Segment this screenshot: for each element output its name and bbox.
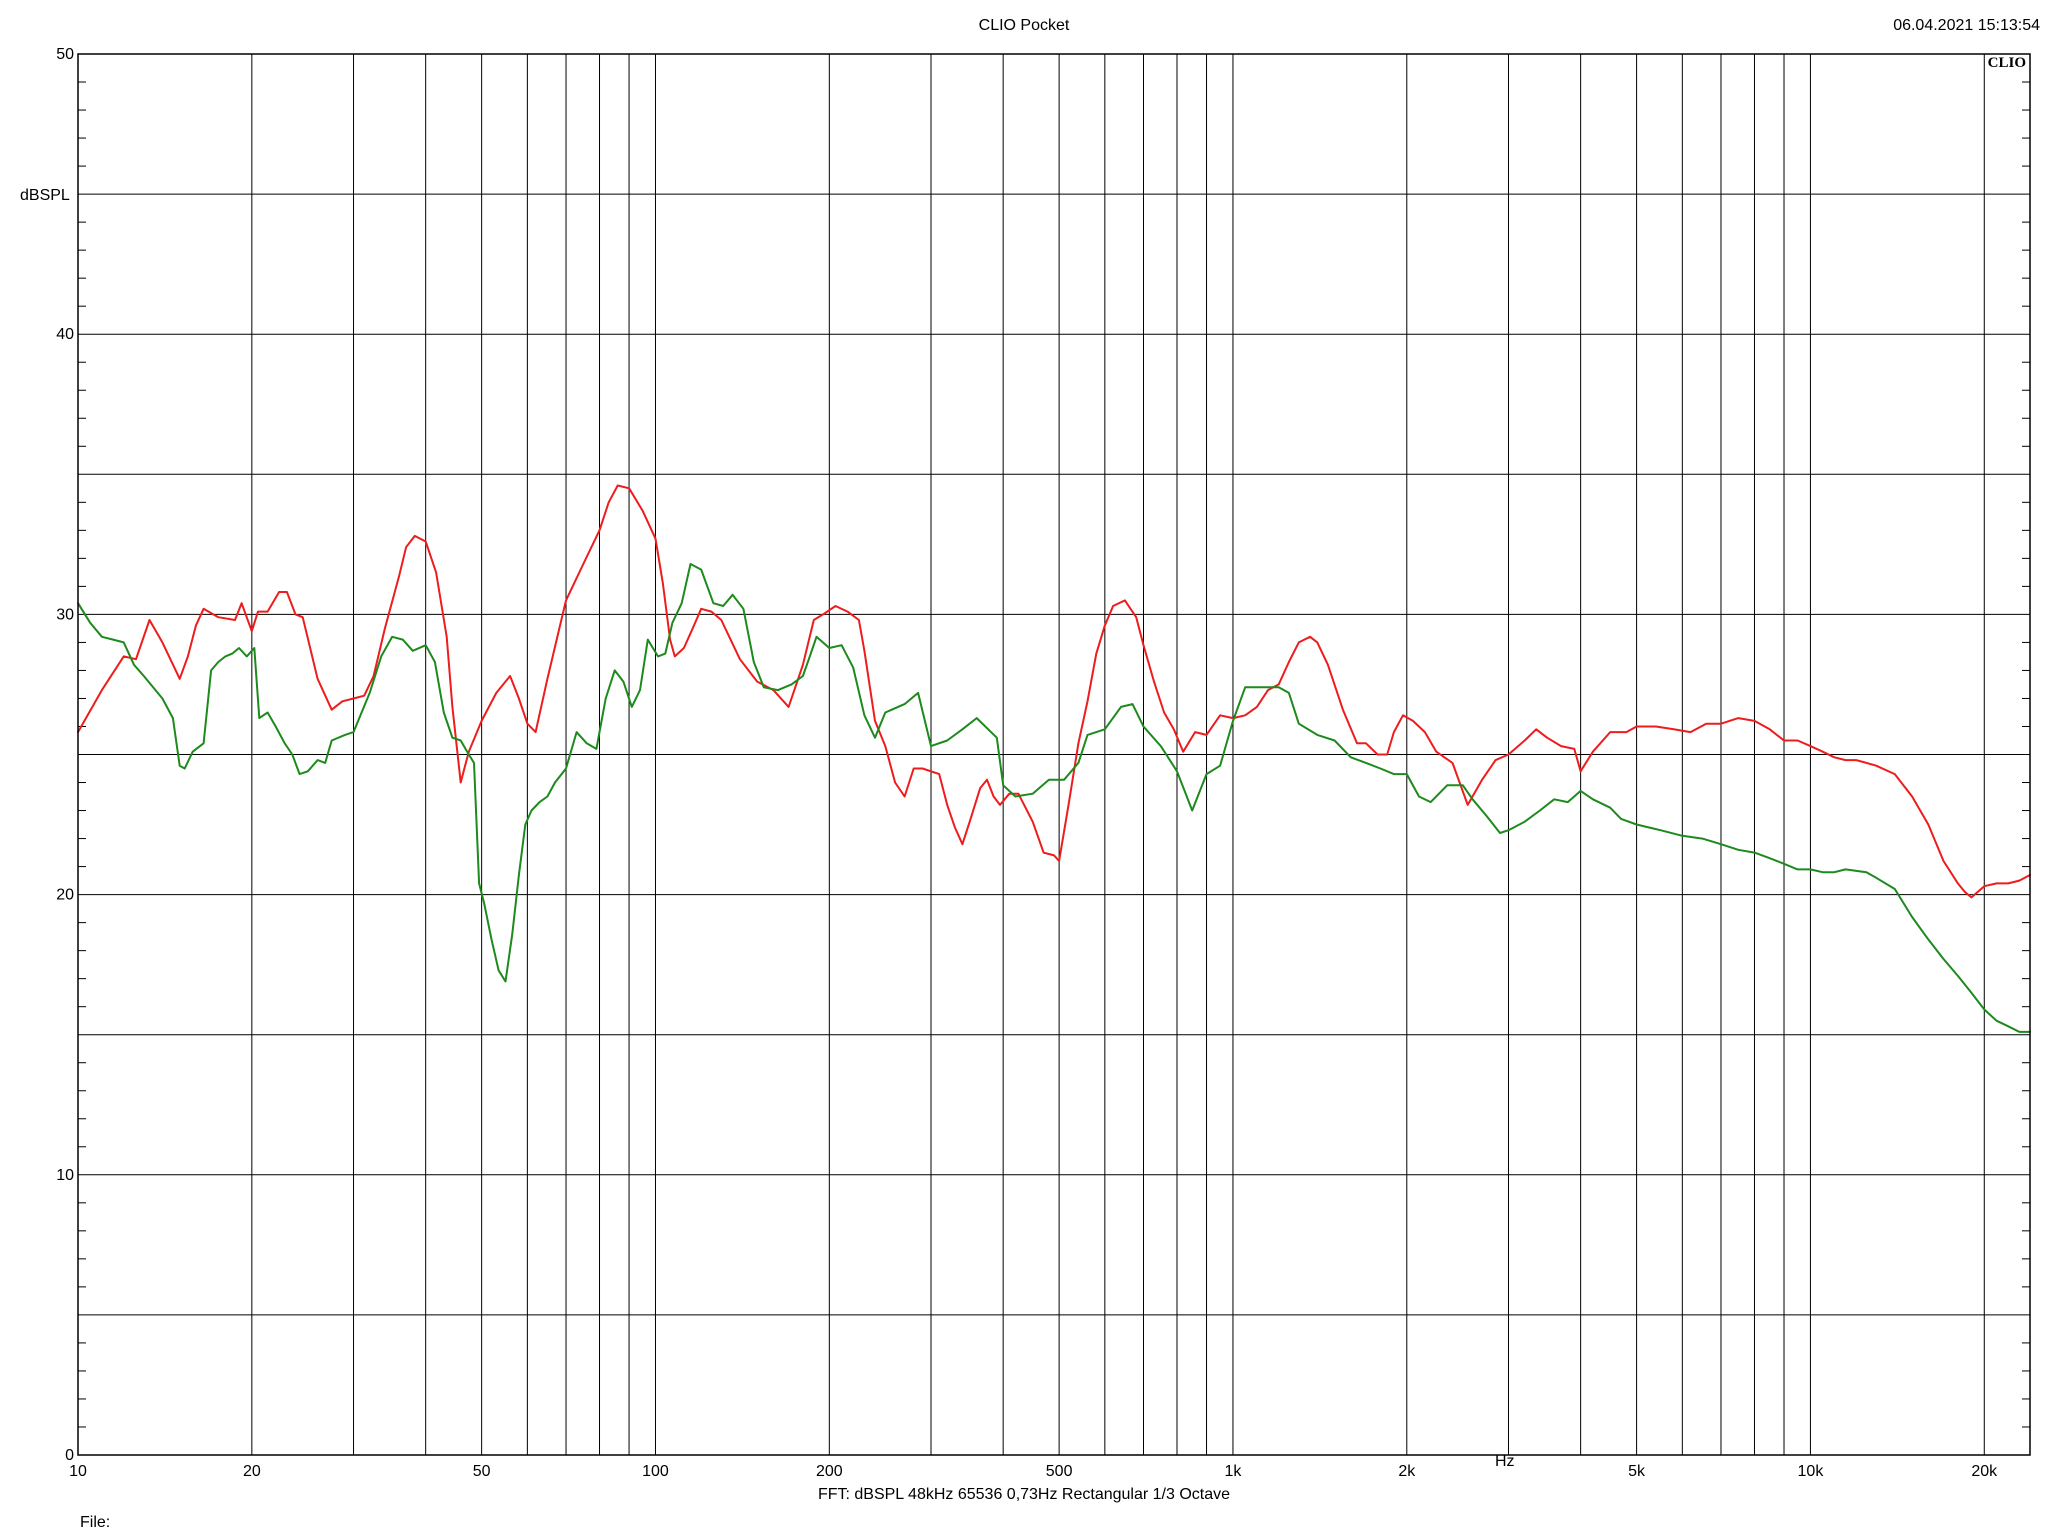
file-label: File: — [80, 1514, 111, 1531]
x-tick-label: 5k — [1628, 1463, 1646, 1480]
y-tick-label: 40 — [56, 326, 74, 343]
x-tick-label: 50 — [473, 1463, 491, 1480]
x-tick-labels: 10 20 50 100 200 500 1k 2k 5k 10k 20k — [69, 1463, 1998, 1480]
x-axis-label: Hz — [1495, 1453, 1515, 1470]
timestamp: 06.04.2021 15:13:54 — [1893, 17, 2040, 34]
minor-ticks — [78, 81, 2030, 1428]
plot-border — [77, 53, 2031, 1456]
grid-lines — [78, 54, 2030, 1455]
y-axis-label: dBSPL — [20, 187, 70, 204]
fft-settings-info: FFT: dBSPL 48kHz 65536 0,73Hz Rectangula… — [817, 1486, 1231, 1503]
y-tick-label: 0 — [65, 1447, 74, 1464]
series-lines — [77, 484, 2031, 1033]
x-tick-label: 20k — [1971, 1463, 1998, 1480]
clio-brand-logo: CLIO — [1988, 55, 2026, 71]
x-tick-label: 100 — [642, 1463, 669, 1480]
x-tick-label: 10 — [69, 1463, 87, 1480]
y-tick-label: 50 — [56, 46, 74, 63]
x-tick-label: 2k — [1398, 1463, 1416, 1480]
x-tick-label: 1k — [1225, 1463, 1243, 1480]
y-tick-label: 10 — [56, 1167, 74, 1184]
y-tick-label: 20 — [56, 887, 74, 904]
y-tick-label: 30 — [56, 606, 74, 623]
x-tick-label: 500 — [1046, 1463, 1073, 1480]
x-tick-label: 10k — [1798, 1463, 1825, 1480]
x-tick-label: 200 — [816, 1463, 843, 1480]
chart-title: CLIO Pocket — [978, 17, 1070, 34]
series-line-1 — [77, 484, 2031, 899]
series-line-2 — [77, 563, 2031, 1033]
y-tick-labels: 0 10 20 30 40 50 — [56, 46, 74, 1464]
x-tick-label: 20 — [243, 1463, 261, 1480]
